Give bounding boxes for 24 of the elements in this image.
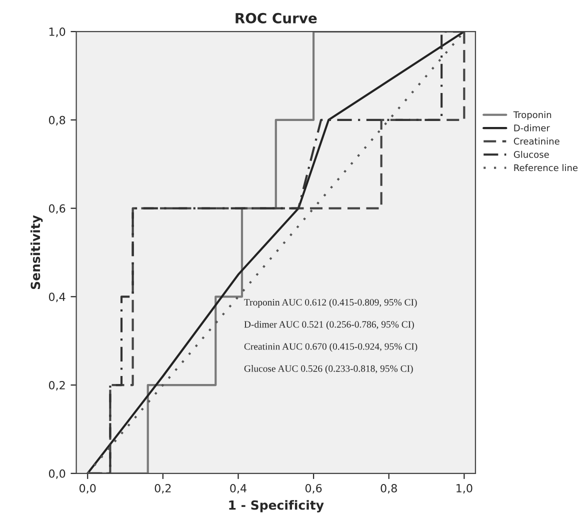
legend-label: Glucose (514, 150, 549, 158)
legend-label: D-dimer (514, 124, 550, 132)
y-tick-label: 0,8 (48, 116, 66, 126)
y-tick-label: 1,0 (49, 28, 66, 38)
x-tick-label: 1,0 (456, 484, 472, 494)
y-tick-label: 0,6 (48, 204, 66, 214)
y-tick-label: 0,0 (48, 469, 66, 479)
y-tick-label: 0,2 (48, 381, 65, 391)
x-axis-title: 1 - Specificity (229, 500, 324, 512)
y-axis-title: Sensitivity (30, 215, 43, 290)
annotation: D-dimer AUC 0.521 (0.256-0.786, 95% CI) (244, 320, 414, 330)
x-tick-label: 0,2 (154, 484, 171, 494)
legend-label: Troponin (513, 111, 552, 120)
annotation: Troponin AUC 0.612 (0.415-0.809, 95% CI) (244, 298, 417, 308)
y-tick-label: 0,4 (48, 292, 66, 302)
legend-label: Creatinine (514, 138, 560, 145)
annotation: Glucose AUC 0.526 (0.233-0.818, 95% CI) (244, 365, 413, 374)
chart-title: ROC Curve (236, 12, 317, 24)
legend-label: Reference line (514, 164, 578, 172)
x-tick-label: 0,6 (305, 484, 322, 494)
x-tick-label: 0,4 (230, 484, 246, 494)
x-tick-label: 0,8 (380, 484, 397, 494)
annotation: Creatinin AUC 0.670 (0.415-0.924, 95% CI) (244, 342, 418, 352)
x-tick-label: 0,0 (80, 484, 96, 494)
